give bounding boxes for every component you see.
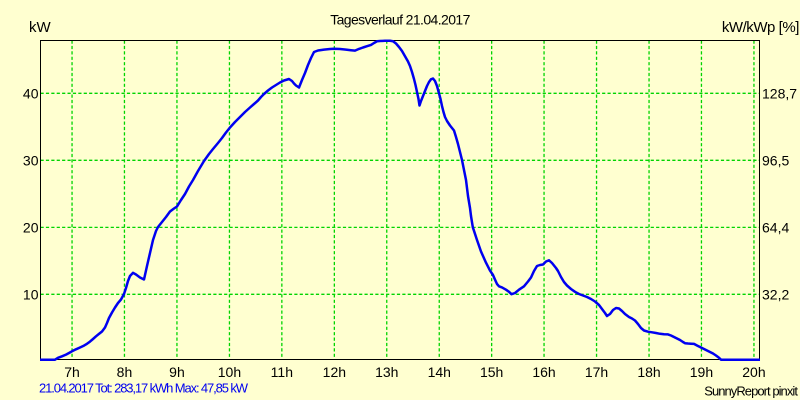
- svg-text:kW/kWp [%]: kW/kWp [%]: [722, 19, 799, 36]
- svg-text:40: 40: [23, 85, 39, 101]
- svg-text:17h: 17h: [585, 364, 608, 380]
- svg-text:13h: 13h: [375, 364, 398, 380]
- svg-text:10: 10: [23, 286, 39, 302]
- svg-text:96,5: 96,5: [762, 152, 789, 168]
- svg-text:32,2: 32,2: [762, 286, 789, 302]
- svg-text:128,7: 128,7: [762, 85, 797, 101]
- svg-text:20h: 20h: [742, 364, 765, 380]
- svg-text:30: 30: [23, 152, 39, 168]
- svg-text:21.04.2017 Tot: 283,17 kWh Max: 21.04.2017 Tot: 283,17 kWh Max: 47,85 kW: [39, 381, 249, 396]
- svg-text:7h: 7h: [64, 364, 80, 380]
- svg-text:10h: 10h: [218, 364, 241, 380]
- svg-text:15h: 15h: [480, 364, 503, 380]
- svg-text:SunnyReport pinxit: SunnyReport pinxit: [704, 384, 798, 399]
- svg-text:9h: 9h: [169, 364, 185, 380]
- svg-text:16h: 16h: [532, 364, 555, 380]
- svg-text:20: 20: [23, 219, 39, 235]
- svg-text:12h: 12h: [323, 364, 346, 380]
- svg-text:14h: 14h: [428, 364, 451, 380]
- svg-text:11h: 11h: [271, 364, 293, 380]
- svg-text:8h: 8h: [117, 364, 133, 380]
- svg-text:64,4: 64,4: [762, 219, 789, 235]
- svg-text:kW: kW: [29, 19, 52, 36]
- svg-text:Tagesverlauf 21.04.2017: Tagesverlauf 21.04.2017: [330, 12, 470, 28]
- svg-text:19h: 19h: [690, 364, 713, 380]
- svg-text:18h: 18h: [637, 364, 660, 380]
